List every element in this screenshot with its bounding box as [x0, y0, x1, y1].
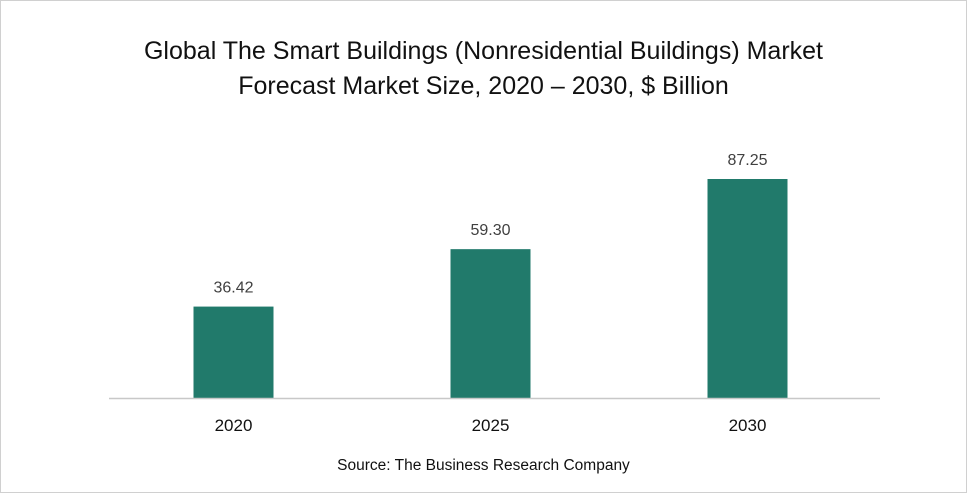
data-label-2025: 59.30 [470, 222, 510, 239]
data-label-2030: 87.25 [727, 152, 767, 169]
chart-source: Source: The Business Research Company [337, 457, 630, 474]
x-tick-label-2020: 2020 [215, 416, 253, 435]
x-tick-label-2030: 2030 [729, 416, 767, 435]
chart-title-line-2: Forecast Market Size, 2020 – 2030, $ Bil… [238, 72, 729, 100]
chart-title-line-1: Global The Smart Buildings (Nonresidenti… [143, 37, 824, 65]
bar-2030 [707, 179, 788, 398]
x-tick-label-2025: 2025 [472, 416, 510, 435]
bar-2020 [193, 306, 274, 398]
bar-2025 [450, 249, 531, 398]
data-label-2020: 36.42 [213, 280, 253, 297]
